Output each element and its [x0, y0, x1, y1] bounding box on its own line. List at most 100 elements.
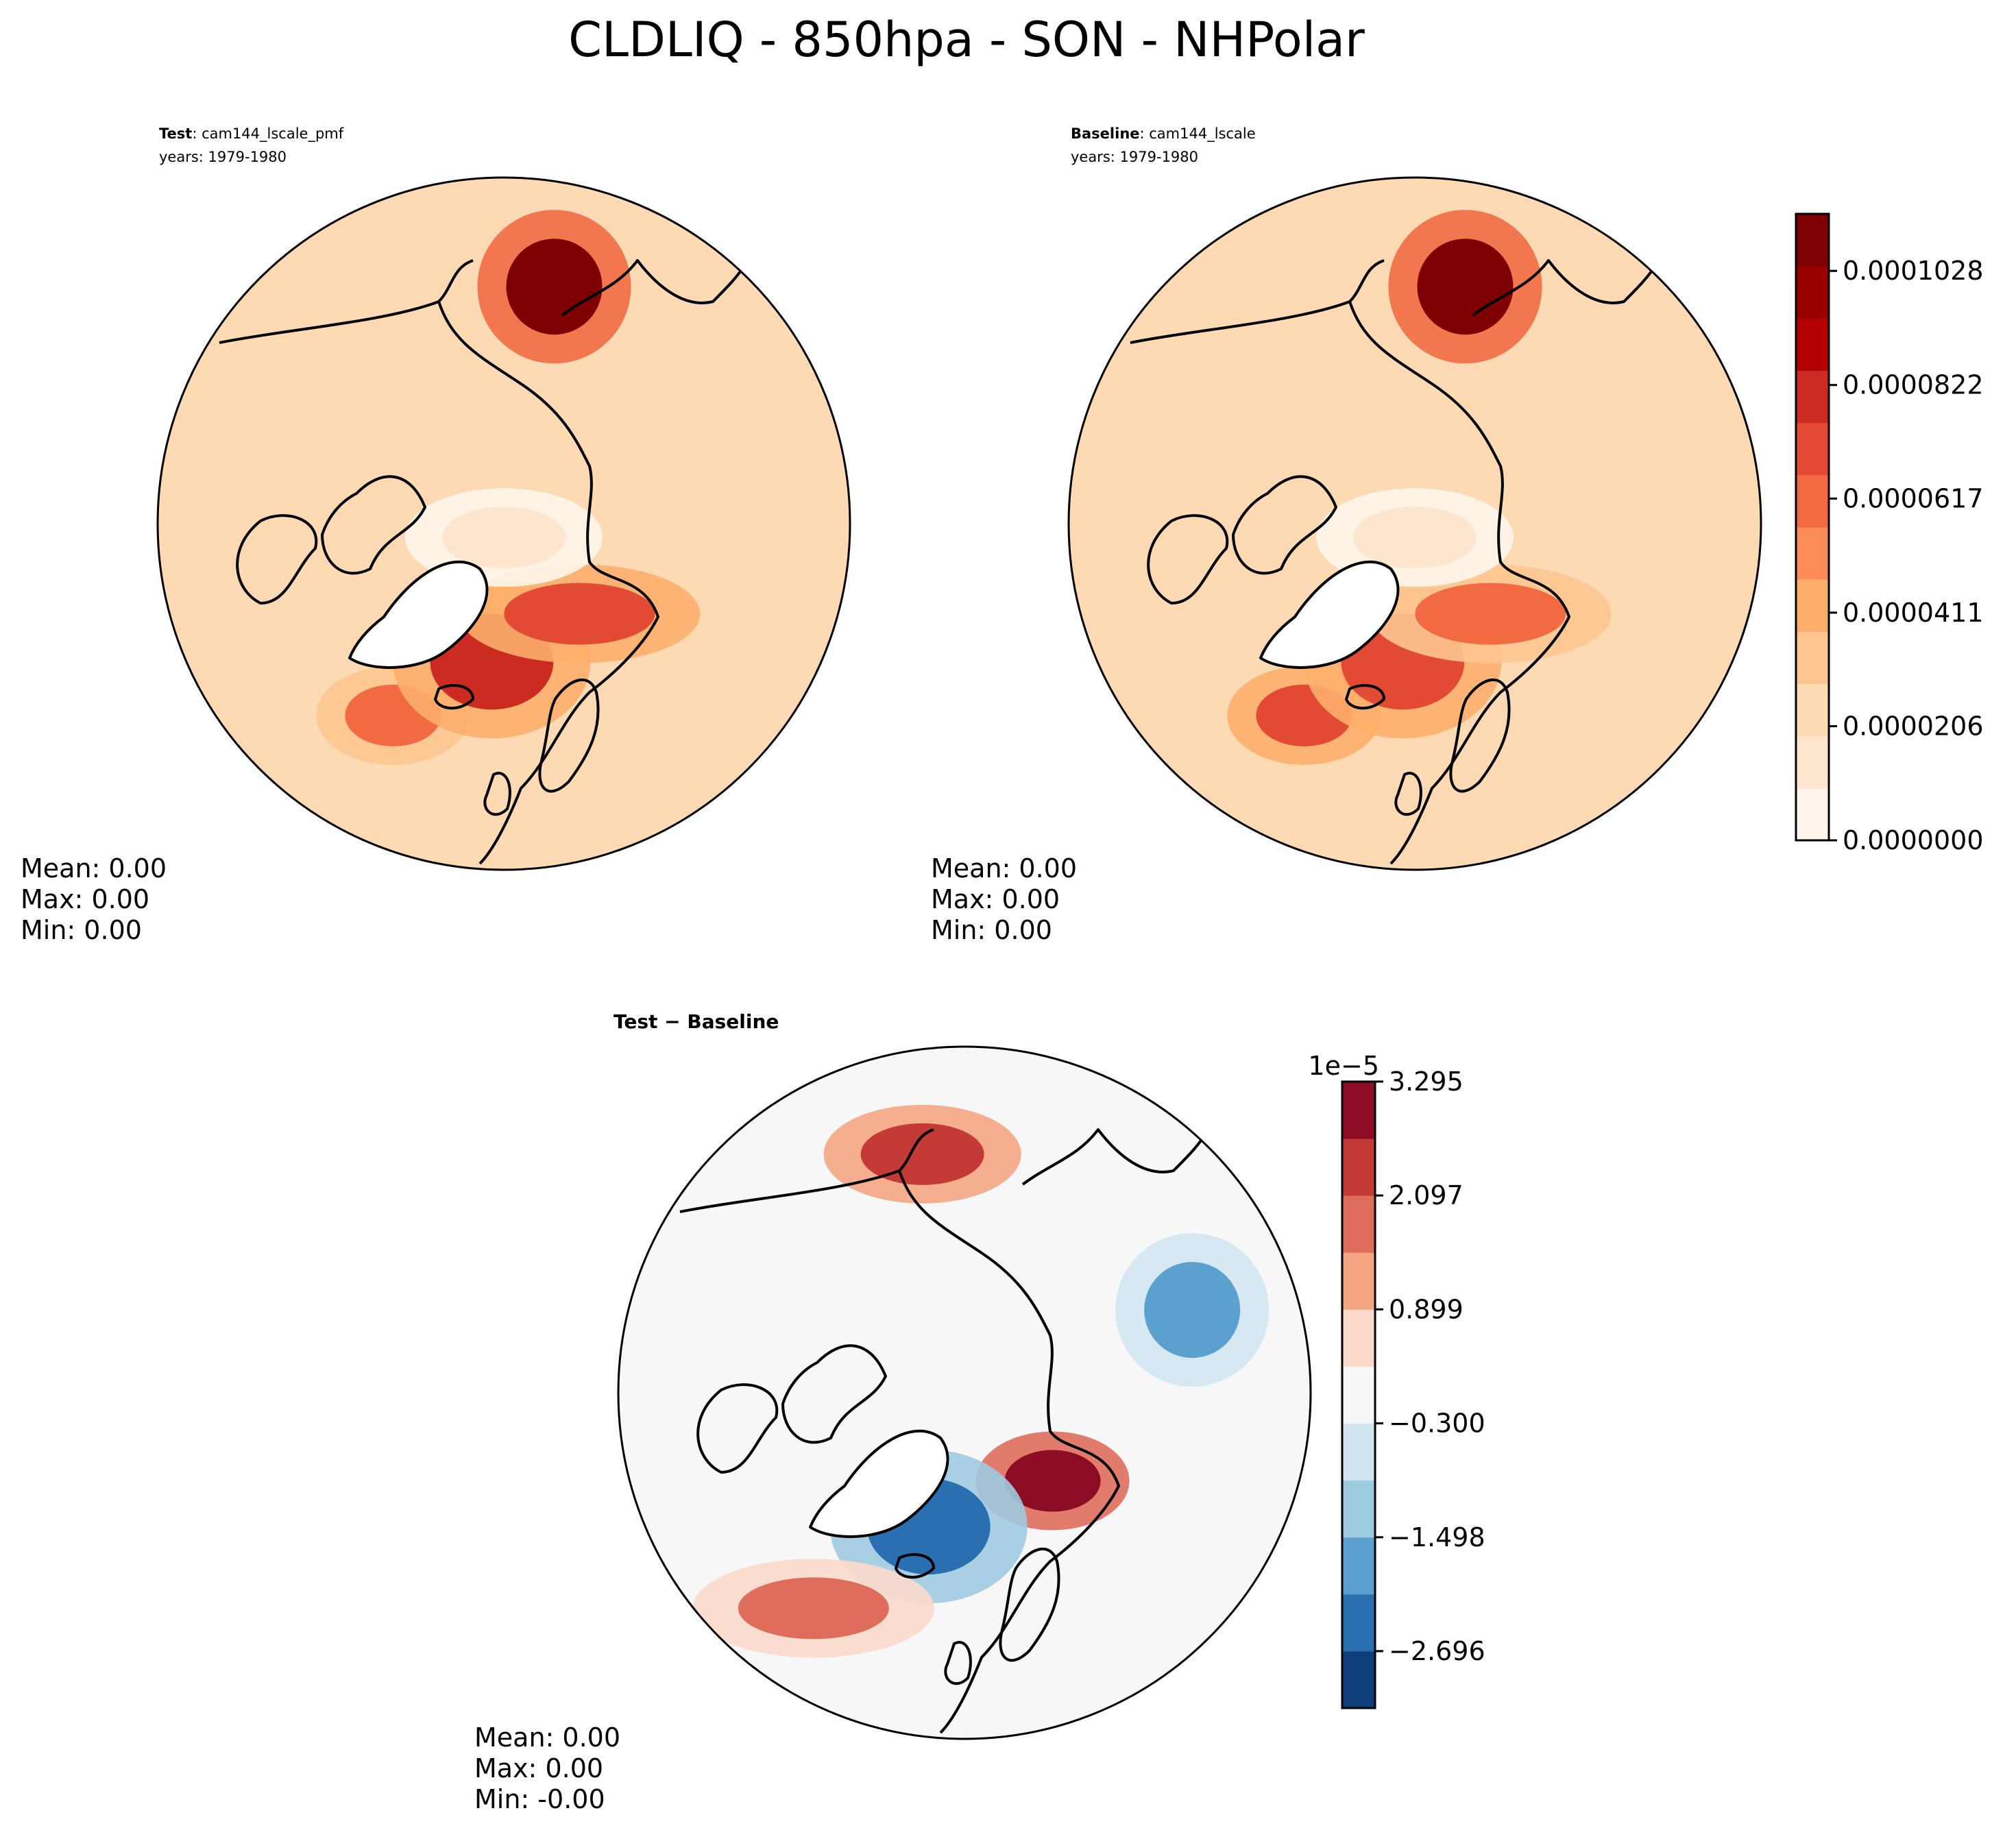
colorbar-top-tick-label: 0.0001028: [1843, 256, 1984, 286]
scandinavia-coast: [1449, 678, 1511, 793]
panel-test-boundary: [156, 176, 851, 871]
colorbar-top-band: [1796, 788, 1829, 841]
colorbar-bottom-band: [1342, 1366, 1375, 1424]
contour-north-pacific-max: [506, 239, 603, 335]
hudson-coast: [236, 514, 318, 605]
panel-baseline-label: Baseline: cam144_lscale: [1071, 125, 1256, 143]
colorbar-top-tick-label: 0.0000411: [1843, 598, 1984, 628]
colorbar-bottom-band: [1342, 1594, 1375, 1652]
panel-test-coastlines: [219, 259, 749, 865]
scandinavia-coast: [538, 678, 600, 793]
colorbar-bottom-tick-label: −0.300: [1389, 1409, 1485, 1439]
panel-test: Test: cam144_lscale_pmf years: 1979-1980…: [21, 125, 851, 945]
arctic-coast-north: [1130, 259, 1570, 865]
arctic-coast-north: [679, 1128, 1120, 1734]
colorbar-bottom-band: [1342, 1252, 1375, 1310]
panel-diff-boundary: [617, 1045, 1312, 1740]
panel-diff-mean: Mean: 0.00: [474, 1722, 620, 1753]
colorbar-bottom: 1e−5 −2.696 −1.498 −0.300 0.899 2.097 3.295: [1308, 1051, 1485, 1709]
figure-title: CLDLIQ - 850hpa - SON - NHPolar: [568, 12, 1365, 68]
greenland-coast: [809, 1429, 949, 1538]
panel-baseline-min: Min: 0.00: [931, 915, 1052, 945]
colorbar-top-band: [1796, 214, 1829, 267]
contour-central-arctic: [1353, 507, 1477, 569]
colorbar-top-bands: [1796, 214, 1829, 841]
colorbar-bottom-band: [1342, 1650, 1375, 1709]
siberia-coast: [1021, 1128, 1209, 1186]
panel-diff-max: Max: 0.00: [474, 1753, 603, 1783]
panel-baseline-coastlines: [1130, 259, 1660, 865]
panel-test-max: Max: 0.00: [21, 884, 149, 914]
contour-barents-sea-max: [504, 583, 655, 645]
colorbar-bottom-band: [1342, 1082, 1375, 1139]
colorbar-bottom-offset: 1e−5: [1308, 1051, 1379, 1081]
hudson-coast: [1147, 514, 1229, 605]
colorbar-bottom-band: [1342, 1195, 1375, 1253]
panel-diff-map: [618, 1047, 1311, 1739]
colorbar-bottom-band: [1342, 1423, 1375, 1481]
colorbar-bottom-tick-label: −1.498: [1389, 1522, 1485, 1552]
panel-baseline: Baseline: cam144_lscale years: 1979-1980…: [931, 125, 1762, 945]
contour-barents-sea-positive: [1004, 1450, 1101, 1512]
colorbar-top-tick-label: 0.0000206: [1843, 711, 1984, 742]
canada-archipelago: [781, 1344, 887, 1444]
panel-diff-label: Test − Baseline: [614, 1010, 779, 1033]
british-isles: [483, 772, 511, 816]
iceland: [1345, 684, 1385, 710]
colorbar-top-band: [1796, 735, 1829, 789]
panel-test-label: Test: cam144_lscale_pmf: [159, 125, 344, 143]
siberia-coast: [1472, 259, 1660, 317]
panel-baseline-max: Max: 0.00: [931, 884, 1060, 914]
colorbar-top-frame: [1795, 212, 1830, 842]
greenland-coast: [348, 560, 489, 669]
colorbar-top-band: [1796, 422, 1829, 476]
british-isles: [1394, 772, 1422, 816]
colorbar-bottom-bands: [1342, 1082, 1375, 1709]
panel-test-years: years: 1979-1980: [159, 149, 287, 165]
greenland-coast: [1259, 560, 1400, 669]
panel-baseline-years: years: 1979-1980: [1071, 149, 1198, 165]
panel-diff: Test − Baseline Mean: 0.00 Max: 0.00 Min…: [474, 1010, 1312, 1814]
colorbar-top-tick-label: 0.0000617: [1843, 483, 1984, 513]
colorbar-top-band: [1796, 579, 1829, 632]
scandinavia-coast: [999, 1547, 1060, 1662]
iceland: [434, 684, 474, 710]
colorbar-top-band: [1796, 527, 1829, 580]
iceland: [895, 1553, 935, 1579]
canada-archipelago: [321, 475, 426, 575]
colorbar-bottom-band: [1342, 1480, 1375, 1538]
colorbar-top-band: [1796, 631, 1829, 684]
colorbar-bottom-band: [1342, 1309, 1375, 1367]
colorbar-top-band: [1796, 474, 1829, 528]
colorbar-top-ticks: 0.0000000 0.0000206 0.0000411 0.0000617 0.00…: [1829, 256, 1984, 855]
contour-north-pacific-max: [1417, 239, 1514, 335]
colorbar-bottom-band: [1342, 1537, 1375, 1595]
colorbar-top-band: [1796, 370, 1829, 424]
colorbar-bottom-tick-label: 3.295: [1389, 1067, 1464, 1097]
panel-test-min: Min: 0.00: [21, 915, 142, 945]
contour-siberia-negative: [1144, 1262, 1241, 1358]
colorbar-top: 0.0000000 0.0000206 0.0000411 0.0000617 0.00…: [1795, 212, 1984, 855]
colorbar-bottom-tick-label: 2.097: [1389, 1180, 1464, 1210]
panel-test-map: [158, 178, 850, 870]
panel-baseline-boundary: [1067, 176, 1762, 871]
panel-diff-min: Min: -0.00: [474, 1784, 605, 1814]
colorbar-bottom-tick-label: 0.899: [1389, 1294, 1464, 1324]
canada-archipelago: [1232, 475, 1337, 575]
colorbar-top-band: [1796, 318, 1829, 371]
panel-test-mean: Mean: 0.00: [21, 853, 167, 883]
colorbar-bottom-tick-label: −2.696: [1389, 1636, 1485, 1666]
colorbar-top-band: [1796, 266, 1829, 319]
colorbar-top-tick-label: 0.0000000: [1843, 825, 1984, 855]
british-isles: [944, 1641, 972, 1685]
colorbar-bottom-band: [1342, 1138, 1375, 1196]
arctic-coast-north: [219, 259, 659, 865]
colorbar-top-band: [1796, 683, 1829, 737]
contour-north-pacific-positive: [860, 1123, 984, 1185]
colorbar-top-tick-label: 0.0000822: [1843, 370, 1984, 400]
contour-barents-sea-max: [1415, 583, 1566, 645]
contour-north-atlantic-positive: [738, 1577, 889, 1640]
colorbar-bottom-frame: [1341, 1080, 1376, 1709]
panel-baseline-map: [1069, 178, 1761, 870]
contour-central-arctic: [442, 507, 566, 569]
